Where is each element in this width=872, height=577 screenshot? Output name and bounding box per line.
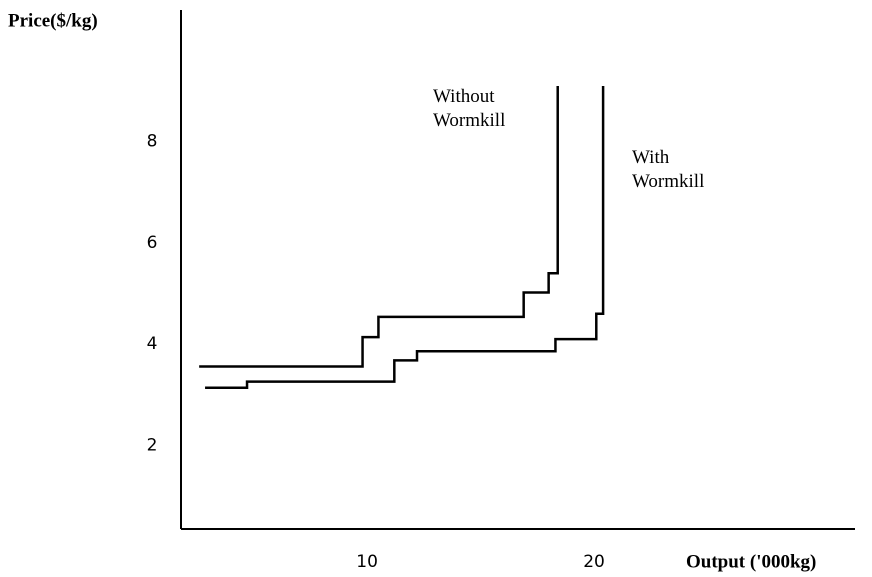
y-tick-label: 4 bbox=[147, 334, 158, 354]
y-tick-label: 2 bbox=[147, 435, 158, 455]
series-label: Without Wormkill bbox=[433, 86, 506, 131]
series-label: With Wormkill bbox=[632, 147, 705, 192]
series-line bbox=[199, 85, 559, 368]
series-line bbox=[205, 85, 605, 389]
x-tick-label: 20 bbox=[583, 552, 605, 572]
y-tick-label: 8 bbox=[147, 132, 158, 152]
x-axis-label: Output ('000kg) bbox=[686, 551, 816, 572]
y-tick-label: 6 bbox=[147, 233, 158, 253]
x-tick-label: 10 bbox=[356, 552, 378, 572]
y-axis-label: Price($/kg) bbox=[8, 10, 98, 31]
